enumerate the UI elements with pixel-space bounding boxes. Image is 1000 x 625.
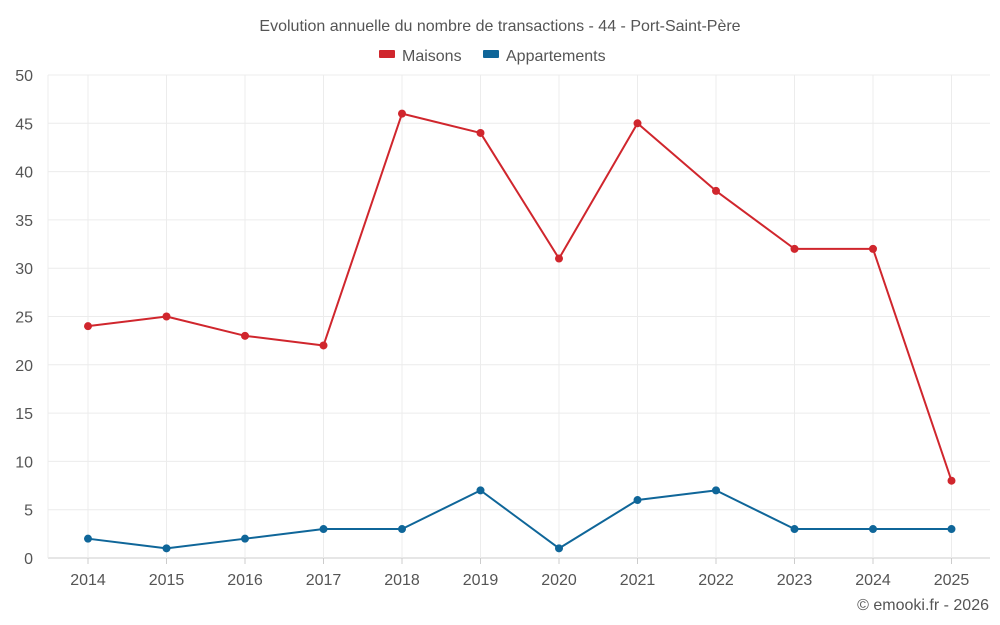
data-point-maisons[interactable] — [555, 254, 563, 263]
x-tick-label: 2025 — [934, 572, 970, 589]
legend-item-maisons[interactable]: Maisons — [379, 48, 462, 65]
data-point-maisons[interactable] — [476, 128, 485, 137]
y-tick-label: 25 — [15, 310, 33, 327]
data-point-appartements[interactable] — [712, 486, 720, 495]
data-point-maisons[interactable] — [633, 119, 642, 128]
data-point-maisons[interactable] — [790, 244, 799, 253]
data-point-maisons[interactable] — [712, 186, 720, 195]
x-tick-label: 2018 — [384, 572, 420, 589]
data-point-maisons[interactable] — [869, 244, 877, 253]
legend-label-maisons: Maisons — [402, 48, 462, 65]
y-tick-label: 20 — [15, 358, 33, 375]
x-tick-label: 2014 — [70, 572, 106, 589]
y-tick-label: 40 — [15, 165, 33, 182]
data-point-appartements[interactable] — [241, 534, 249, 543]
x-tick-label: 2023 — [777, 572, 813, 589]
y-tick-label: 50 — [15, 68, 33, 85]
legend-label-appartements: Appartements — [506, 48, 606, 65]
data-point-appartements[interactable] — [633, 496, 642, 505]
x-tick-label: 2024 — [855, 572, 891, 589]
y-tick-label: 10 — [15, 454, 33, 471]
x-tick-label: 2015 — [149, 572, 185, 589]
chart-title: Evolution annuelle du nombre de transact… — [259, 18, 740, 35]
data-point-appartements[interactable] — [555, 544, 563, 553]
data-point-appartements[interactable] — [947, 525, 956, 534]
data-point-maisons[interactable] — [398, 109, 406, 118]
x-tick-label: 2020 — [541, 572, 577, 589]
x-axis-ticks: 2014 2015 2016 2017 2018 2019 2020 2021 2022 2023… — [70, 572, 969, 589]
data-point-maisons[interactable] — [319, 341, 328, 350]
legend-item-appartements[interactable]: Appartements — [483, 48, 606, 65]
data-point-maisons[interactable] — [947, 476, 956, 485]
y-tick-label: 15 — [15, 406, 33, 423]
legend-swatch-appartements — [483, 50, 499, 58]
y-tick-label: 0 — [24, 551, 33, 568]
x-tick-label: 2019 — [463, 572, 499, 589]
series-layer — [84, 109, 956, 553]
data-point-maisons[interactable] — [162, 312, 171, 321]
legend: Maisons Appartements — [379, 48, 606, 65]
series-line-maisons — [87, 112, 953, 482]
y-axis-ticks: 0 5 10 15 20 25 30 35 40 45 50 — [15, 68, 33, 568]
data-point-appartements[interactable] — [790, 525, 799, 534]
y-tick-label: 5 — [24, 503, 33, 520]
data-point-appartements[interactable] — [84, 534, 92, 543]
legend-swatch-maisons — [379, 50, 395, 58]
data-point-appartements[interactable] — [869, 525, 877, 534]
data-point-maisons[interactable] — [84, 322, 92, 331]
data-point-appartements[interactable] — [162, 544, 171, 553]
x-tick-label: 2022 — [698, 572, 734, 589]
data-point-appartements[interactable] — [319, 525, 328, 534]
x-tick-label: 2016 — [227, 572, 263, 589]
x-tick-label: 2021 — [620, 572, 656, 589]
series-line-appartements — [87, 489, 952, 550]
credit-text[interactable]: © emooki.fr - 2026 — [857, 597, 989, 614]
x-tick-label: 2017 — [306, 572, 342, 589]
gridlines — [47, 74, 990, 564]
data-point-appartements[interactable] — [398, 525, 406, 534]
y-tick-label: 35 — [15, 213, 33, 230]
data-point-maisons[interactable] — [241, 331, 249, 340]
y-tick-label: 45 — [15, 116, 33, 133]
y-tick-label: 30 — [15, 261, 33, 278]
data-point-appartements[interactable] — [476, 486, 485, 495]
